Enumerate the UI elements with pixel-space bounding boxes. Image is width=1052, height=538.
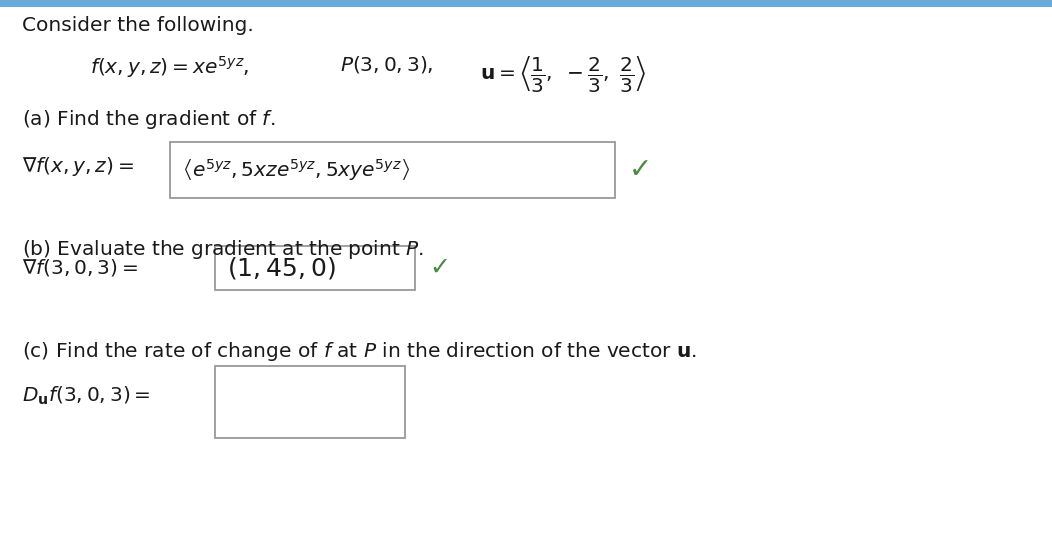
Text: $\nabla f(x, y, z) =$: $\nabla f(x, y, z) =$	[22, 154, 134, 178]
Text: $\nabla f(3, 0, 3) =$: $\nabla f(3, 0, 3) =$	[22, 257, 138, 278]
Text: (a) Find the gradient of $\it{f}$.: (a) Find the gradient of $\it{f}$.	[22, 108, 276, 131]
Text: (c) Find the rate of change of $\it{f}$ at $\it{P}$ in the direction of the vect: (c) Find the rate of change of $\it{f}$ …	[22, 340, 696, 363]
Text: (b) Evaluate the gradient at the point $\it{P}$.: (b) Evaluate the gradient at the point $…	[22, 238, 424, 261]
Bar	[215, 246, 414, 290]
Bar	[170, 142, 615, 198]
Text: ✓: ✓	[429, 256, 450, 280]
Text: $\left(1,45,0\right)$: $\left(1,45,0\right)$	[227, 255, 336, 281]
Text: ✓: ✓	[629, 156, 652, 184]
Bar	[215, 366, 405, 438]
Text: $f(x, y, z) = xe^{5yz},$: $f(x, y, z) = xe^{5yz},$	[90, 54, 249, 80]
Bar	[0, 0, 1052, 7]
Text: $P(3, 0, 3),$: $P(3, 0, 3),$	[340, 54, 433, 75]
Text: $D_{\mathbf{u}}f(3, 0, 3) =$: $D_{\mathbf{u}}f(3, 0, 3) =$	[22, 385, 150, 407]
Text: $\mathbf{u} = \left\langle\dfrac{1}{3},\ -\dfrac{2}{3},\ \dfrac{2}{3}\right\rang: $\mathbf{u} = \left\langle\dfrac{1}{3},\…	[480, 54, 647, 94]
Text: $\left\langle e^{5yz},5xze^{5yz},5xye^{5yz}\right\rangle$: $\left\langle e^{5yz},5xze^{5yz},5xye^{5…	[182, 157, 410, 183]
Text: Consider the following.: Consider the following.	[22, 16, 254, 35]
